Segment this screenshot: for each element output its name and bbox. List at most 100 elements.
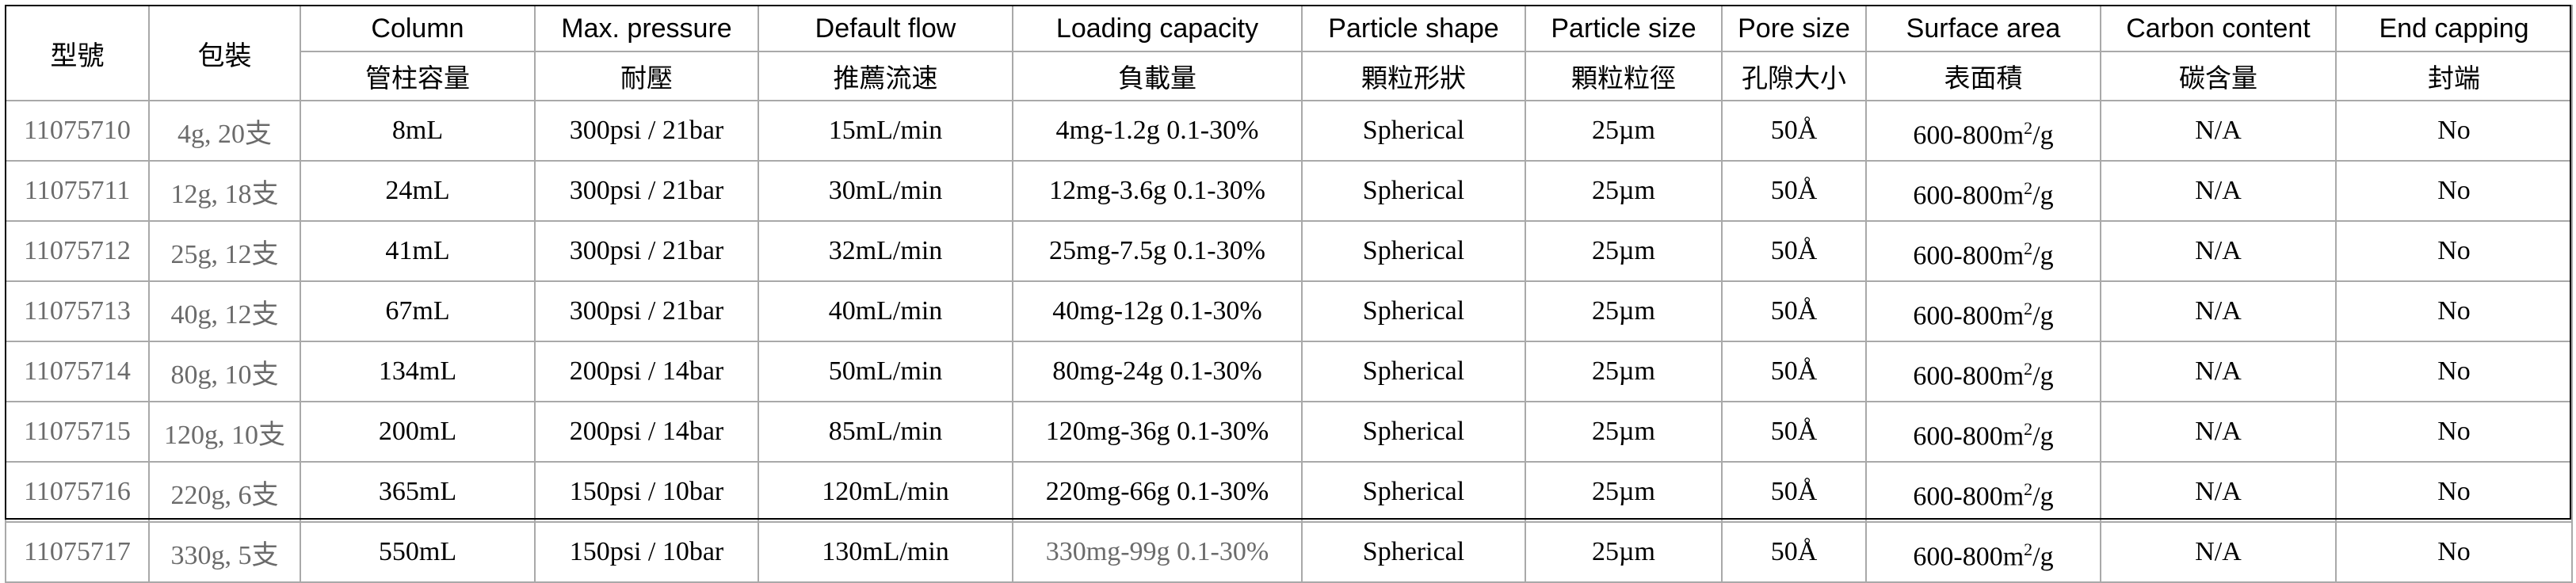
header-model: 型號 bbox=[5, 5, 150, 101]
surface-area-exponent: 2 bbox=[2024, 359, 2033, 379]
header-column-zh: 管柱容量 bbox=[300, 51, 536, 101]
cell-end-capping: No bbox=[2335, 521, 2573, 583]
cell-package: 120g, 10支 bbox=[148, 401, 301, 463]
surface-area-exponent: 2 bbox=[2024, 539, 2033, 560]
header-column: Column bbox=[300, 5, 536, 52]
surface-area-unit: /g bbox=[2032, 301, 2054, 331]
cell-max-pressure: 300psi / 21bar bbox=[534, 220, 759, 282]
table-row: 11075717 330g, 5支 550mL 150psi / 10bar 130mL… bbox=[5, 521, 2573, 583]
cell-column: 365mL bbox=[300, 461, 536, 523]
cell-model: 11075710 bbox=[5, 100, 150, 162]
header-end-capping-zh: 封端 bbox=[2335, 51, 2573, 101]
cell-max-pressure: 150psi / 10bar bbox=[534, 461, 759, 523]
cell-end-capping: No bbox=[2335, 280, 2573, 342]
cell-column: 134mL bbox=[300, 341, 536, 402]
header-end-capping: End capping bbox=[2335, 5, 2573, 52]
table-row: 11075713 40g, 12支 67mL 300psi / 21bar 40mL/m… bbox=[5, 280, 2573, 342]
surface-area-value: 600-800m bbox=[1913, 542, 2025, 572]
surface-area-exponent: 2 bbox=[2024, 479, 2033, 500]
cell-surface-area: 600-800m2/g bbox=[1865, 160, 2101, 222]
table-row: 11075711 12g, 18支 24mL 300psi / 21bar 30mL/m… bbox=[5, 160, 2573, 222]
header-pore-size-zh: 孔隙大小 bbox=[1721, 51, 1867, 101]
header-loading-capacity: Loading capacity bbox=[1012, 5, 1303, 52]
cell-column: 67mL bbox=[300, 280, 536, 342]
surface-area-unit: /g bbox=[2032, 421, 2054, 452]
cell-loading-capacity: 330mg-99g 0.1-30% bbox=[1012, 521, 1303, 583]
cell-carbon-content: N/A bbox=[2100, 401, 2337, 463]
cell-particle-size: 25µm bbox=[1525, 160, 1723, 222]
surface-area-exponent: 2 bbox=[2024, 419, 2033, 440]
cell-loading-capacity: 40mg-12g 0.1-30% bbox=[1012, 280, 1303, 342]
spec-sheet: 型號 包裝 Column Max. pressure Default flow … bbox=[5, 5, 2573, 583]
cell-pore-size: 50Å bbox=[1721, 160, 1867, 222]
cell-column: 550mL bbox=[300, 521, 536, 583]
cell-column: 24mL bbox=[300, 160, 536, 222]
cell-column: 41mL bbox=[300, 220, 536, 282]
cell-carbon-content: N/A bbox=[2100, 280, 2337, 342]
surface-area-unit: /g bbox=[2032, 482, 2054, 512]
cell-column: 8mL bbox=[300, 100, 536, 162]
surface-area-unit: /g bbox=[2032, 120, 2054, 151]
cell-default-flow: 85mL/min bbox=[758, 401, 1013, 463]
cell-end-capping: No bbox=[2335, 401, 2573, 463]
cell-particle-size: 25µm bbox=[1525, 401, 1723, 463]
cell-pore-size: 50Å bbox=[1721, 341, 1867, 402]
table-body: 型號 包裝 Column Max. pressure Default flow … bbox=[5, 5, 2573, 583]
header-row-chinese: 管柱容量 耐壓 推薦流速 負載量 顆粒形狀 顆粒粒徑 孔隙大小 表面積 碳含量 … bbox=[6, 51, 2573, 101]
header-default-flow-zh: 推薦流速 bbox=[758, 51, 1013, 101]
cell-loading-capacity: 220mg-66g 0.1-30% bbox=[1012, 461, 1303, 523]
header-loading-capacity-zh: 負載量 bbox=[1012, 51, 1303, 101]
cell-end-capping: No bbox=[2335, 100, 2573, 162]
cell-max-pressure: 300psi / 21bar bbox=[534, 280, 759, 342]
cell-surface-area: 600-800m2/g bbox=[1865, 280, 2101, 342]
cell-model: 11075711 bbox=[5, 160, 150, 222]
cell-pore-size: 50Å bbox=[1721, 220, 1867, 282]
cell-pore-size: 50Å bbox=[1721, 100, 1867, 162]
cell-carbon-content: N/A bbox=[2100, 521, 2337, 583]
cell-particle-size: 25µm bbox=[1525, 521, 1723, 583]
cell-model: 11075717 bbox=[5, 521, 150, 583]
header-particle-size: Particle size bbox=[1525, 5, 1723, 52]
cell-package: 4g, 20支 bbox=[148, 100, 301, 162]
cell-particle-size: 25µm bbox=[1525, 461, 1723, 523]
header-carbon-content-zh: 碳含量 bbox=[2100, 51, 2337, 101]
cell-particle-size: 25µm bbox=[1525, 341, 1723, 402]
surface-area-unit: /g bbox=[2032, 181, 2054, 211]
cell-particle-size: 25µm bbox=[1525, 100, 1723, 162]
surface-area-value: 600-800m bbox=[1913, 421, 2025, 452]
cell-particle-shape: Spherical bbox=[1301, 521, 1526, 583]
cell-model: 11075714 bbox=[5, 341, 150, 402]
header-row-english: 型號 包裝 Column Max. pressure Default flow … bbox=[5, 5, 2573, 101]
cell-particle-size: 25µm bbox=[1525, 280, 1723, 342]
cell-pore-size: 50Å bbox=[1721, 521, 1867, 583]
cell-max-pressure: 300psi / 21bar bbox=[534, 100, 759, 162]
cell-default-flow: 40mL/min bbox=[758, 280, 1013, 342]
product-spec-table: 型號 包裝 Column Max. pressure Default flow … bbox=[5, 5, 2573, 583]
cell-particle-shape: Spherical bbox=[1301, 220, 1526, 282]
header-pore-size: Pore size bbox=[1721, 5, 1867, 52]
cell-surface-area: 600-800m2/g bbox=[1865, 461, 2101, 523]
header-default-flow: Default flow bbox=[758, 5, 1013, 52]
cell-package: 220g, 6支 bbox=[148, 461, 301, 523]
cell-loading-capacity: 4mg-1.2g 0.1-30% bbox=[1012, 100, 1303, 162]
surface-area-unit: /g bbox=[2032, 361, 2054, 391]
surface-area-value: 600-800m bbox=[1913, 120, 2025, 151]
cell-model: 11075716 bbox=[5, 461, 150, 523]
cell-model: 11075713 bbox=[5, 280, 150, 342]
surface-area-exponent: 2 bbox=[2024, 118, 2033, 139]
cell-default-flow: 120mL/min bbox=[758, 461, 1013, 523]
table-row: 11075712 25g, 12支 41mL 300psi / 21bar 32mL/m… bbox=[5, 220, 2573, 282]
cell-default-flow: 30mL/min bbox=[758, 160, 1013, 222]
cell-carbon-content: N/A bbox=[2100, 220, 2337, 282]
surface-area-exponent: 2 bbox=[2024, 299, 2033, 319]
surface-area-exponent: 2 bbox=[2024, 238, 2033, 259]
cell-loading-capacity: 80mg-24g 0.1-30% bbox=[1012, 341, 1303, 402]
cell-package: 40g, 12支 bbox=[148, 280, 301, 342]
cell-particle-shape: Spherical bbox=[1301, 280, 1526, 342]
cell-carbon-content: N/A bbox=[2100, 461, 2337, 523]
cell-carbon-content: N/A bbox=[2100, 341, 2337, 402]
cell-particle-size: 25µm bbox=[1525, 220, 1723, 282]
cell-surface-area: 600-800m2/g bbox=[1865, 401, 2101, 463]
header-particle-shape-zh: 顆粒形狀 bbox=[1301, 51, 1526, 101]
surface-area-value: 600-800m bbox=[1913, 181, 2025, 211]
